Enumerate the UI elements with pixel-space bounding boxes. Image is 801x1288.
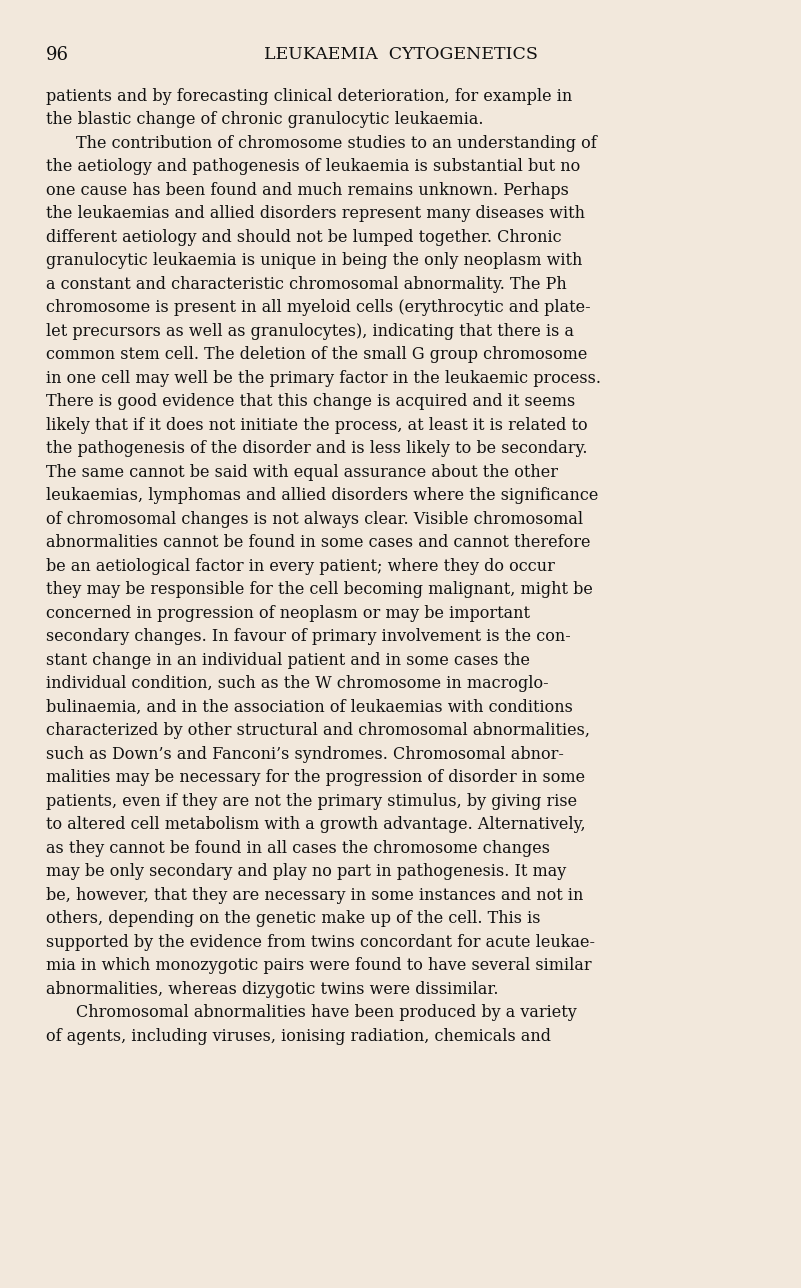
Text: LEUKAEMIA  CYTOGENETICS: LEUKAEMIA CYTOGENETICS xyxy=(264,46,537,63)
Text: a constant and characteristic chromosomal abnormality. The Ph: a constant and characteristic chromosoma… xyxy=(46,276,566,292)
Text: they may be responsible for the cell becoming malignant, might be: they may be responsible for the cell bec… xyxy=(46,581,593,598)
Text: characterized by other structural and chromosomal abnormalities,: characterized by other structural and ch… xyxy=(46,723,590,739)
Text: bulinaemia, and in the association of leukaemias with conditions: bulinaemia, and in the association of le… xyxy=(46,698,573,716)
Text: the blastic change of chronic granulocytic leukaemia.: the blastic change of chronic granulocyt… xyxy=(46,111,483,128)
Text: of agents, including viruses, ionising radiation, chemicals and: of agents, including viruses, ionising r… xyxy=(46,1028,550,1045)
Text: Chromosomal abnormalities have been produced by a variety: Chromosomal abnormalities have been prod… xyxy=(76,1005,577,1021)
Text: mia in which monozygotic pairs were found to have several similar: mia in which monozygotic pairs were foun… xyxy=(46,957,591,974)
Text: malities may be necessary for the progression of disorder in some: malities may be necessary for the progre… xyxy=(46,769,585,786)
Text: in one cell may well be the primary factor in the leukaemic process.: in one cell may well be the primary fact… xyxy=(46,370,601,386)
Text: individual condition, such as the W chromosome in macroglo-: individual condition, such as the W chro… xyxy=(46,675,548,692)
Text: be an aetiological factor in every patient; where they do occur: be an aetiological factor in every patie… xyxy=(46,558,554,574)
Text: be, however, that they are necessary in some instances and not in: be, however, that they are necessary in … xyxy=(46,886,583,904)
Text: common stem cell. The deletion of the small G group chromosome: common stem cell. The deletion of the sm… xyxy=(46,346,587,363)
Text: likely that if it does not initiate the process, at least it is related to: likely that if it does not initiate the … xyxy=(46,416,587,434)
Text: secondary changes. In favour of primary involvement is the con-: secondary changes. In favour of primary … xyxy=(46,629,570,645)
Text: The same cannot be said with equal assurance about the other: The same cannot be said with equal assur… xyxy=(46,464,557,480)
Text: may be only secondary and play no part in pathogenesis. It may: may be only secondary and play no part i… xyxy=(46,863,566,880)
Text: patients, even if they are not the primary stimulus, by giving rise: patients, even if they are not the prima… xyxy=(46,792,577,810)
Text: chromosome is present in all myeloid cells (erythrocytic and plate-: chromosome is present in all myeloid cel… xyxy=(46,299,590,316)
Text: such as Down’s and Fanconi’s syndromes. Chromosomal abnor-: such as Down’s and Fanconi’s syndromes. … xyxy=(46,746,564,762)
Text: let precursors as well as granulocytes), indicating that there is a: let precursors as well as granulocytes),… xyxy=(46,322,574,340)
Text: the pathogenesis of the disorder and is less likely to be secondary.: the pathogenesis of the disorder and is … xyxy=(46,440,587,457)
Text: There is good evidence that this change is acquired and it seems: There is good evidence that this change … xyxy=(46,393,575,410)
Text: the leukaemias and allied disorders represent many diseases with: the leukaemias and allied disorders repr… xyxy=(46,205,585,222)
Text: abnormalities cannot be found in some cases and cannot therefore: abnormalities cannot be found in some ca… xyxy=(46,535,590,551)
Text: different aetiology and should not be lumped together. Chronic: different aetiology and should not be lu… xyxy=(46,229,562,246)
Text: patients and by forecasting clinical deterioration, for example in: patients and by forecasting clinical det… xyxy=(46,88,572,104)
Text: 96: 96 xyxy=(46,46,69,64)
Text: stant change in an individual patient and in some cases the: stant change in an individual patient an… xyxy=(46,652,529,668)
Text: the aetiology and pathogenesis of leukaemia is substantial but no: the aetiology and pathogenesis of leukae… xyxy=(46,158,580,175)
Text: concerned in progression of neoplasm or may be important: concerned in progression of neoplasm or … xyxy=(46,604,529,622)
Text: one cause has been found and much remains unknown. Perhaps: one cause has been found and much remain… xyxy=(46,182,569,198)
Text: abnormalities, whereas dizygotic twins were dissimilar.: abnormalities, whereas dizygotic twins w… xyxy=(46,980,498,998)
Text: leukaemias, lymphomas and allied disorders where the significance: leukaemias, lymphomas and allied disorde… xyxy=(46,487,598,504)
Text: supported by the evidence from twins concordant for acute leukae-: supported by the evidence from twins con… xyxy=(46,934,594,951)
Text: The contribution of chromosome studies to an understanding of: The contribution of chromosome studies t… xyxy=(76,135,597,152)
Text: as they cannot be found in all cases the chromosome changes: as they cannot be found in all cases the… xyxy=(46,840,549,857)
Text: to altered cell metabolism with a growth advantage. Alternatively,: to altered cell metabolism with a growth… xyxy=(46,817,586,833)
Text: others, depending on the genetic make up of the cell. This is: others, depending on the genetic make up… xyxy=(46,911,540,927)
Text: of chromosomal changes is not always clear. Visible chromosomal: of chromosomal changes is not always cle… xyxy=(46,510,583,528)
Text: granulocytic leukaemia is unique in being the only neoplasm with: granulocytic leukaemia is unique in bein… xyxy=(46,252,582,269)
